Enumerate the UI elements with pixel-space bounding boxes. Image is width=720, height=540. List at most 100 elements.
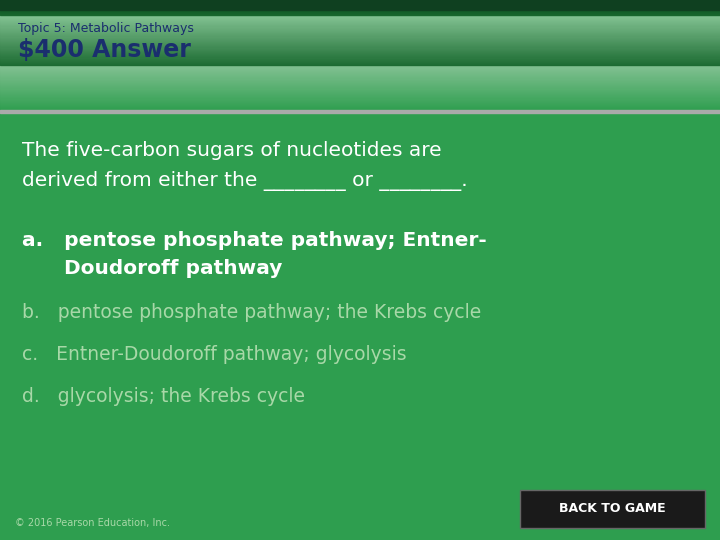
Bar (0, 26, 720, 28)
Bar (0, 32, 720, 33)
Bar (0, 33, 720, 35)
Bar (0, 61, 720, 62)
Bar (0, 65, 720, 66)
Bar (0, 28, 720, 29)
Text: c.   Entner-Doudoroff pathway; glycolysis: c. Entner-Doudoroff pathway; glycolysis (22, 345, 407, 364)
Bar (0, 38, 720, 39)
Bar (0, 48, 720, 49)
Bar (0, 4, 720, 5)
Bar (0, 110, 720, 113)
Bar (0, 56, 720, 57)
Bar (0, 46, 720, 48)
Text: © 2016 Pearson Education, Inc.: © 2016 Pearson Education, Inc. (15, 518, 170, 528)
Bar (0, 79, 720, 80)
Bar (0, 5, 720, 6)
Bar (0, 24, 720, 25)
Text: d.   glycolysis; the Krebs cycle: d. glycolysis; the Krebs cycle (22, 387, 305, 406)
Bar (0, 16, 720, 17)
Text: derived from either the ________ or ________.: derived from either the ________ or ____… (22, 171, 467, 191)
Bar (0, 68, 720, 69)
Bar (0, 94, 720, 95)
Bar (0, 42, 720, 43)
Bar (0, 97, 720, 98)
Bar (0, 37, 720, 38)
Bar (0, 9, 720, 10)
Bar (0, 85, 720, 86)
Bar (0, 107, 720, 109)
Bar (0, 22, 720, 23)
Bar (0, 66, 720, 68)
Bar (0, 25, 720, 26)
Bar (0, 20, 720, 21)
Bar (0, 92, 720, 93)
Bar (0, 71, 720, 72)
Bar (0, 50, 720, 51)
Bar (0, 74, 720, 75)
Bar (0, 77, 720, 79)
Bar (0, 93, 720, 94)
Bar (0, 80, 720, 81)
Bar (0, 75, 720, 76)
Bar (0, 40, 720, 41)
Bar (0, 14, 720, 15)
Bar (0, 44, 720, 45)
Bar (0, 90, 720, 91)
Bar (0, 113, 720, 540)
Bar (0, 1, 720, 2)
Bar (0, 41, 720, 42)
Bar (0, 6, 720, 8)
Bar (0, 82, 720, 83)
Bar (0, 58, 720, 59)
Bar (0, 35, 720, 36)
Bar (0, 49, 720, 50)
Bar (0, 62, 720, 63)
Bar (0, 29, 720, 30)
Bar (0, 81, 720, 82)
Bar (0, 36, 720, 37)
Bar (0, 102, 720, 103)
Bar (0, 91, 720, 92)
Bar (0, 12, 720, 14)
Bar (0, 17, 720, 18)
Bar (0, 64, 720, 65)
Bar (0, 0, 720, 1)
Bar (0, 21, 720, 22)
Bar (0, 86, 720, 87)
Bar (0, 23, 720, 24)
Bar (0, 8, 720, 9)
Bar (0, 69, 720, 70)
Bar (0, 45, 720, 46)
FancyBboxPatch shape (520, 490, 705, 528)
Text: b.   pentose phosphate pathway; the Krebs cycle: b. pentose phosphate pathway; the Krebs … (22, 303, 481, 322)
Bar (0, 95, 720, 96)
Bar (0, 60, 720, 61)
Bar (0, 109, 720, 110)
Bar (0, 30, 720, 31)
Bar (0, 31, 720, 32)
Bar (0, 96, 720, 97)
Bar (0, 110, 720, 111)
Bar (0, 3, 720, 4)
Bar (0, 57, 720, 58)
Bar (0, 2, 720, 3)
Bar (0, 54, 720, 56)
Bar (0, 59, 720, 60)
Text: a.   pentose phosphate pathway; Entner-: a. pentose phosphate pathway; Entner- (22, 231, 487, 249)
Bar (0, 0, 720, 10)
Bar (0, 18, 720, 19)
Bar (0, 87, 720, 89)
Text: Doudoroff pathway: Doudoroff pathway (22, 259, 282, 278)
Bar (0, 39, 720, 40)
Bar (0, 52, 720, 53)
Bar (0, 70, 720, 71)
Bar (0, 98, 720, 99)
Bar (0, 99, 720, 101)
Bar (0, 101, 720, 102)
Bar (0, 11, 720, 12)
Bar (0, 105, 720, 106)
Bar (0, 84, 720, 85)
Bar (0, 15, 720, 16)
Bar (0, 103, 720, 104)
Bar (0, 73, 720, 74)
Text: $400 Answer: $400 Answer (18, 38, 191, 62)
